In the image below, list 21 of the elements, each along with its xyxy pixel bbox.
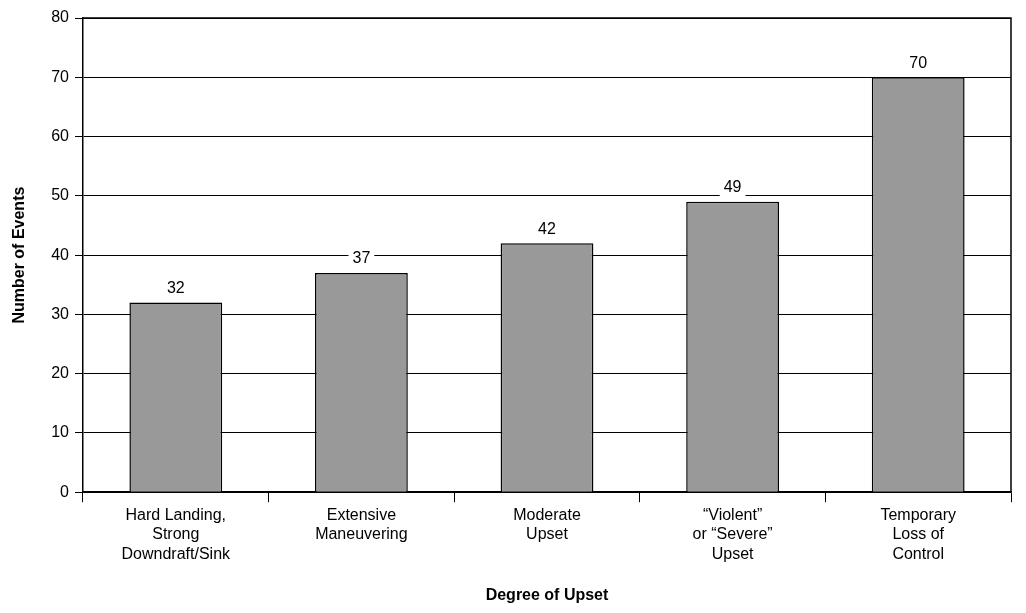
data-label: 42 (538, 219, 556, 237)
y-tick-label: 60 (51, 126, 70, 144)
x-tick-label: “Violent” or “Severe” Upset (692, 506, 773, 562)
data-label: 49 (723, 178, 742, 196)
data-label: 37 (352, 249, 371, 267)
y-tick-label: 70 (51, 67, 70, 85)
x-axis-title: Degree of Upset (485, 585, 610, 603)
y-tick-label: 20 (51, 364, 70, 382)
x-tick-label: Extensive Maneuvering (315, 506, 408, 543)
y-axis-title: Number of Events (10, 186, 28, 324)
y-tick-label: 80 (51, 8, 70, 26)
x-tick-label: Moderate Upset (513, 506, 581, 543)
y-tick-label: 10 (51, 423, 70, 441)
y-tick-label: 40 (51, 245, 70, 263)
data-label: 32 (166, 278, 185, 296)
x-tick-label: Hard Landing, Strong Downdraft/Sink (121, 506, 232, 562)
y-tick-label: 0 (60, 482, 70, 500)
x-tick-label: Temporary Loss of Control (880, 506, 956, 562)
y-tick-label: 30 (51, 304, 70, 322)
y-tick-label: 50 (51, 186, 70, 204)
data-label: 70 (909, 53, 928, 71)
